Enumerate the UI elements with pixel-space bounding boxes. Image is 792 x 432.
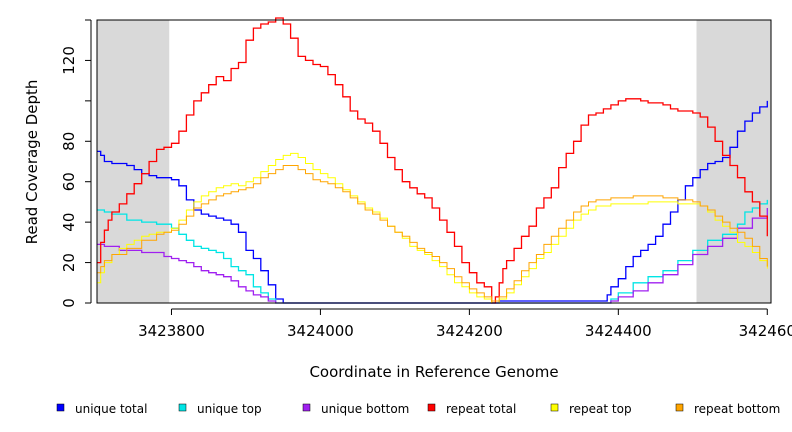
legend: unique total unique top unique bottom repea… [56,402,780,416]
plot-frame [96,19,772,304]
legend-item-repeat-total: repeat total [427,402,516,416]
y-tick-label: 40 [60,213,78,232]
legend-swatch [56,403,65,412]
legend-label: unique total [75,402,147,416]
legend-swatch [550,403,559,412]
legend-item-unique-total: unique total [56,402,147,416]
x-tick-label: 3423800 [138,322,205,340]
series-line-repeat-total [97,17,768,304]
legend-item-repeat-top: repeat top [550,402,632,416]
shaded-region-1 [696,20,771,303]
x-tick-label: 3424200 [436,322,503,340]
y-tick-label: 80 [60,132,78,151]
legend-label: repeat top [569,402,632,416]
y-axis-label: Read Coverage Depth [23,80,41,245]
series-lines [97,17,768,304]
legend-swatch [675,403,684,412]
legend-swatch [302,403,311,412]
y-tick-label: 120 [60,46,78,75]
series-line-unique-bottom [97,208,768,304]
legend-label: unique top [197,402,262,416]
legend-item-repeat-bottom: repeat bottom [675,402,780,416]
legend-item-unique-top: unique top [178,402,262,416]
legend-label: repeat bottom [694,402,780,416]
series-line-repeat-top [97,152,768,304]
x-axis: 3423800 3424000 3424200 3424400 342460 [138,308,792,340]
series-line-unique-top [97,199,768,304]
x-tick-label: 342460 [739,322,792,340]
x-tick-label: 3424400 [585,322,652,340]
y-axis: 0 20 40 60 80 120 [60,19,92,308]
legend-label: repeat total [446,402,516,416]
y-tick-label: 20 [60,253,78,272]
legend-swatch [427,403,436,412]
legend-item-unique-bottom: unique bottom [302,402,409,416]
x-axis-label: Coordinate in Reference Genome [309,363,558,381]
series-line-repeat-bottom [97,165,768,302]
y-tick-label: 0 [60,298,78,308]
x-tick-label: 3424000 [287,322,354,340]
y-tick-label: 60 [60,172,78,191]
legend-swatch [178,403,187,412]
legend-label: unique bottom [321,402,409,416]
